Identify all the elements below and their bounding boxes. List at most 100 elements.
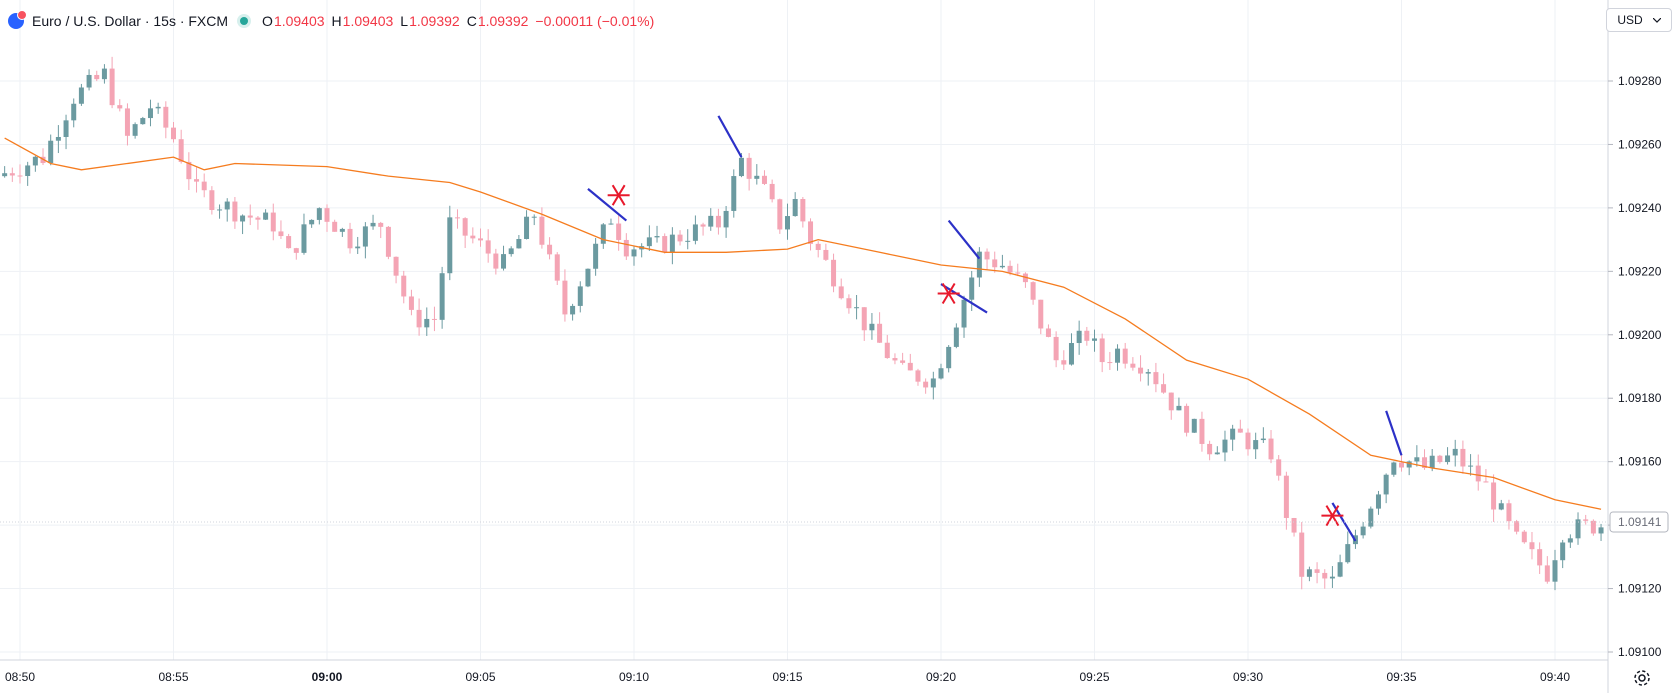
open-label: O <box>262 13 273 29</box>
low-value: 1.09392 <box>409 13 460 29</box>
candle-body <box>324 208 330 222</box>
candle-body <box>961 299 967 328</box>
candle-body <box>1491 482 1497 510</box>
signal-star-icon <box>1321 505 1344 527</box>
candle-body <box>1306 569 1312 577</box>
candle-body <box>286 236 292 249</box>
candle-body <box>1560 542 1566 561</box>
candle-body <box>194 179 200 182</box>
candle-body <box>1544 565 1550 582</box>
candle-body <box>600 224 606 244</box>
candle-body <box>316 208 322 220</box>
candle-body <box>570 305 576 315</box>
candle-body <box>1176 405 1182 411</box>
candle-body <box>708 215 714 227</box>
time-tick-label: 09:40 <box>1540 670 1570 684</box>
candle-body <box>1191 418 1197 433</box>
candle-body <box>692 224 698 241</box>
candle-body <box>1483 481 1489 483</box>
candle-body <box>946 346 952 369</box>
candle-body <box>715 215 721 228</box>
candle-body <box>1567 538 1573 543</box>
candle-body <box>923 381 929 388</box>
candle-body <box>662 236 668 252</box>
candle-body <box>293 248 299 253</box>
candle-body <box>171 127 176 140</box>
candle-body <box>531 216 537 218</box>
candle-body <box>892 358 898 361</box>
candle-body <box>754 175 760 179</box>
candle-body <box>1575 519 1581 539</box>
candle-body <box>685 240 691 242</box>
candle-body <box>1130 363 1136 368</box>
candle-body <box>761 175 767 184</box>
candle-body <box>562 280 568 315</box>
candle-body <box>55 136 61 141</box>
last-price-badge <box>1609 511 1669 533</box>
candle-body <box>278 231 284 237</box>
change-value: −0.00011 (−0.01%) <box>535 13 655 29</box>
candle-body <box>1199 418 1205 444</box>
candle-body <box>1253 440 1259 450</box>
candle-body <box>347 228 353 249</box>
candle-body <box>846 298 852 309</box>
candle-body <box>984 251 990 260</box>
candle-body <box>838 286 844 299</box>
time-tick-label: 08:50 <box>5 670 35 684</box>
candle-body <box>301 224 307 253</box>
currency-flag-icon <box>8 10 27 29</box>
signal-arrow <box>947 219 981 260</box>
candle-body <box>1406 461 1412 468</box>
candle-body <box>877 323 883 343</box>
candle-body <box>1076 330 1082 344</box>
candle-body <box>1598 527 1604 534</box>
close-value: 1.09392 <box>477 13 529 29</box>
candle-body <box>163 106 169 128</box>
candle-body <box>831 259 837 287</box>
candle-body <box>1429 455 1435 468</box>
candle-body <box>478 238 483 241</box>
signal-arrow <box>717 115 743 158</box>
symbol-legend[interactable]: Euro / U.S. Dollar · 15s · FXCM O 1.09403… <box>8 10 661 32</box>
candle-body <box>1045 328 1051 337</box>
price-tick-label: 1.09180 <box>1618 391 1662 405</box>
candle-body <box>17 175 23 177</box>
candle-body <box>792 199 798 217</box>
candle-body <box>1138 367 1144 374</box>
candle-body <box>1452 448 1458 456</box>
candle-body <box>1529 542 1535 550</box>
candle-body <box>462 218 468 236</box>
candle-body <box>1475 465 1481 482</box>
high-label: H <box>331 13 342 29</box>
close-label: C <box>466 13 477 29</box>
gear-icon[interactable] <box>1632 668 1652 688</box>
candle-body <box>608 223 614 225</box>
candle-body <box>224 201 230 210</box>
candle-body <box>900 360 906 363</box>
currency-selector[interactable]: USD <box>1606 0 1672 40</box>
candle-body <box>431 318 437 320</box>
time-tick-label: 09:30 <box>1233 670 1263 684</box>
candle-body <box>186 161 192 180</box>
candle-body <box>147 108 153 119</box>
candle-body <box>362 226 368 247</box>
candle-body <box>1437 455 1443 463</box>
candle-body <box>2 173 8 177</box>
candle-body <box>1222 439 1228 453</box>
candle-body <box>869 323 875 331</box>
candle-body <box>1514 521 1520 532</box>
candle-body <box>408 296 414 310</box>
candle-body <box>969 277 975 300</box>
candle-body <box>930 378 936 388</box>
candle-body <box>124 108 130 136</box>
candle-body <box>1283 475 1289 518</box>
candle-body <box>1145 372 1151 374</box>
market-status-icon[interactable] <box>240 17 249 25</box>
symbol-title: Euro / U.S. Dollar · 15s · FXCM <box>32 13 229 29</box>
candle-body <box>884 342 890 359</box>
time-tick-label: 09:05 <box>465 670 495 684</box>
candle-body <box>808 221 814 244</box>
candle-body <box>1590 520 1596 534</box>
candle-body <box>1498 503 1504 510</box>
